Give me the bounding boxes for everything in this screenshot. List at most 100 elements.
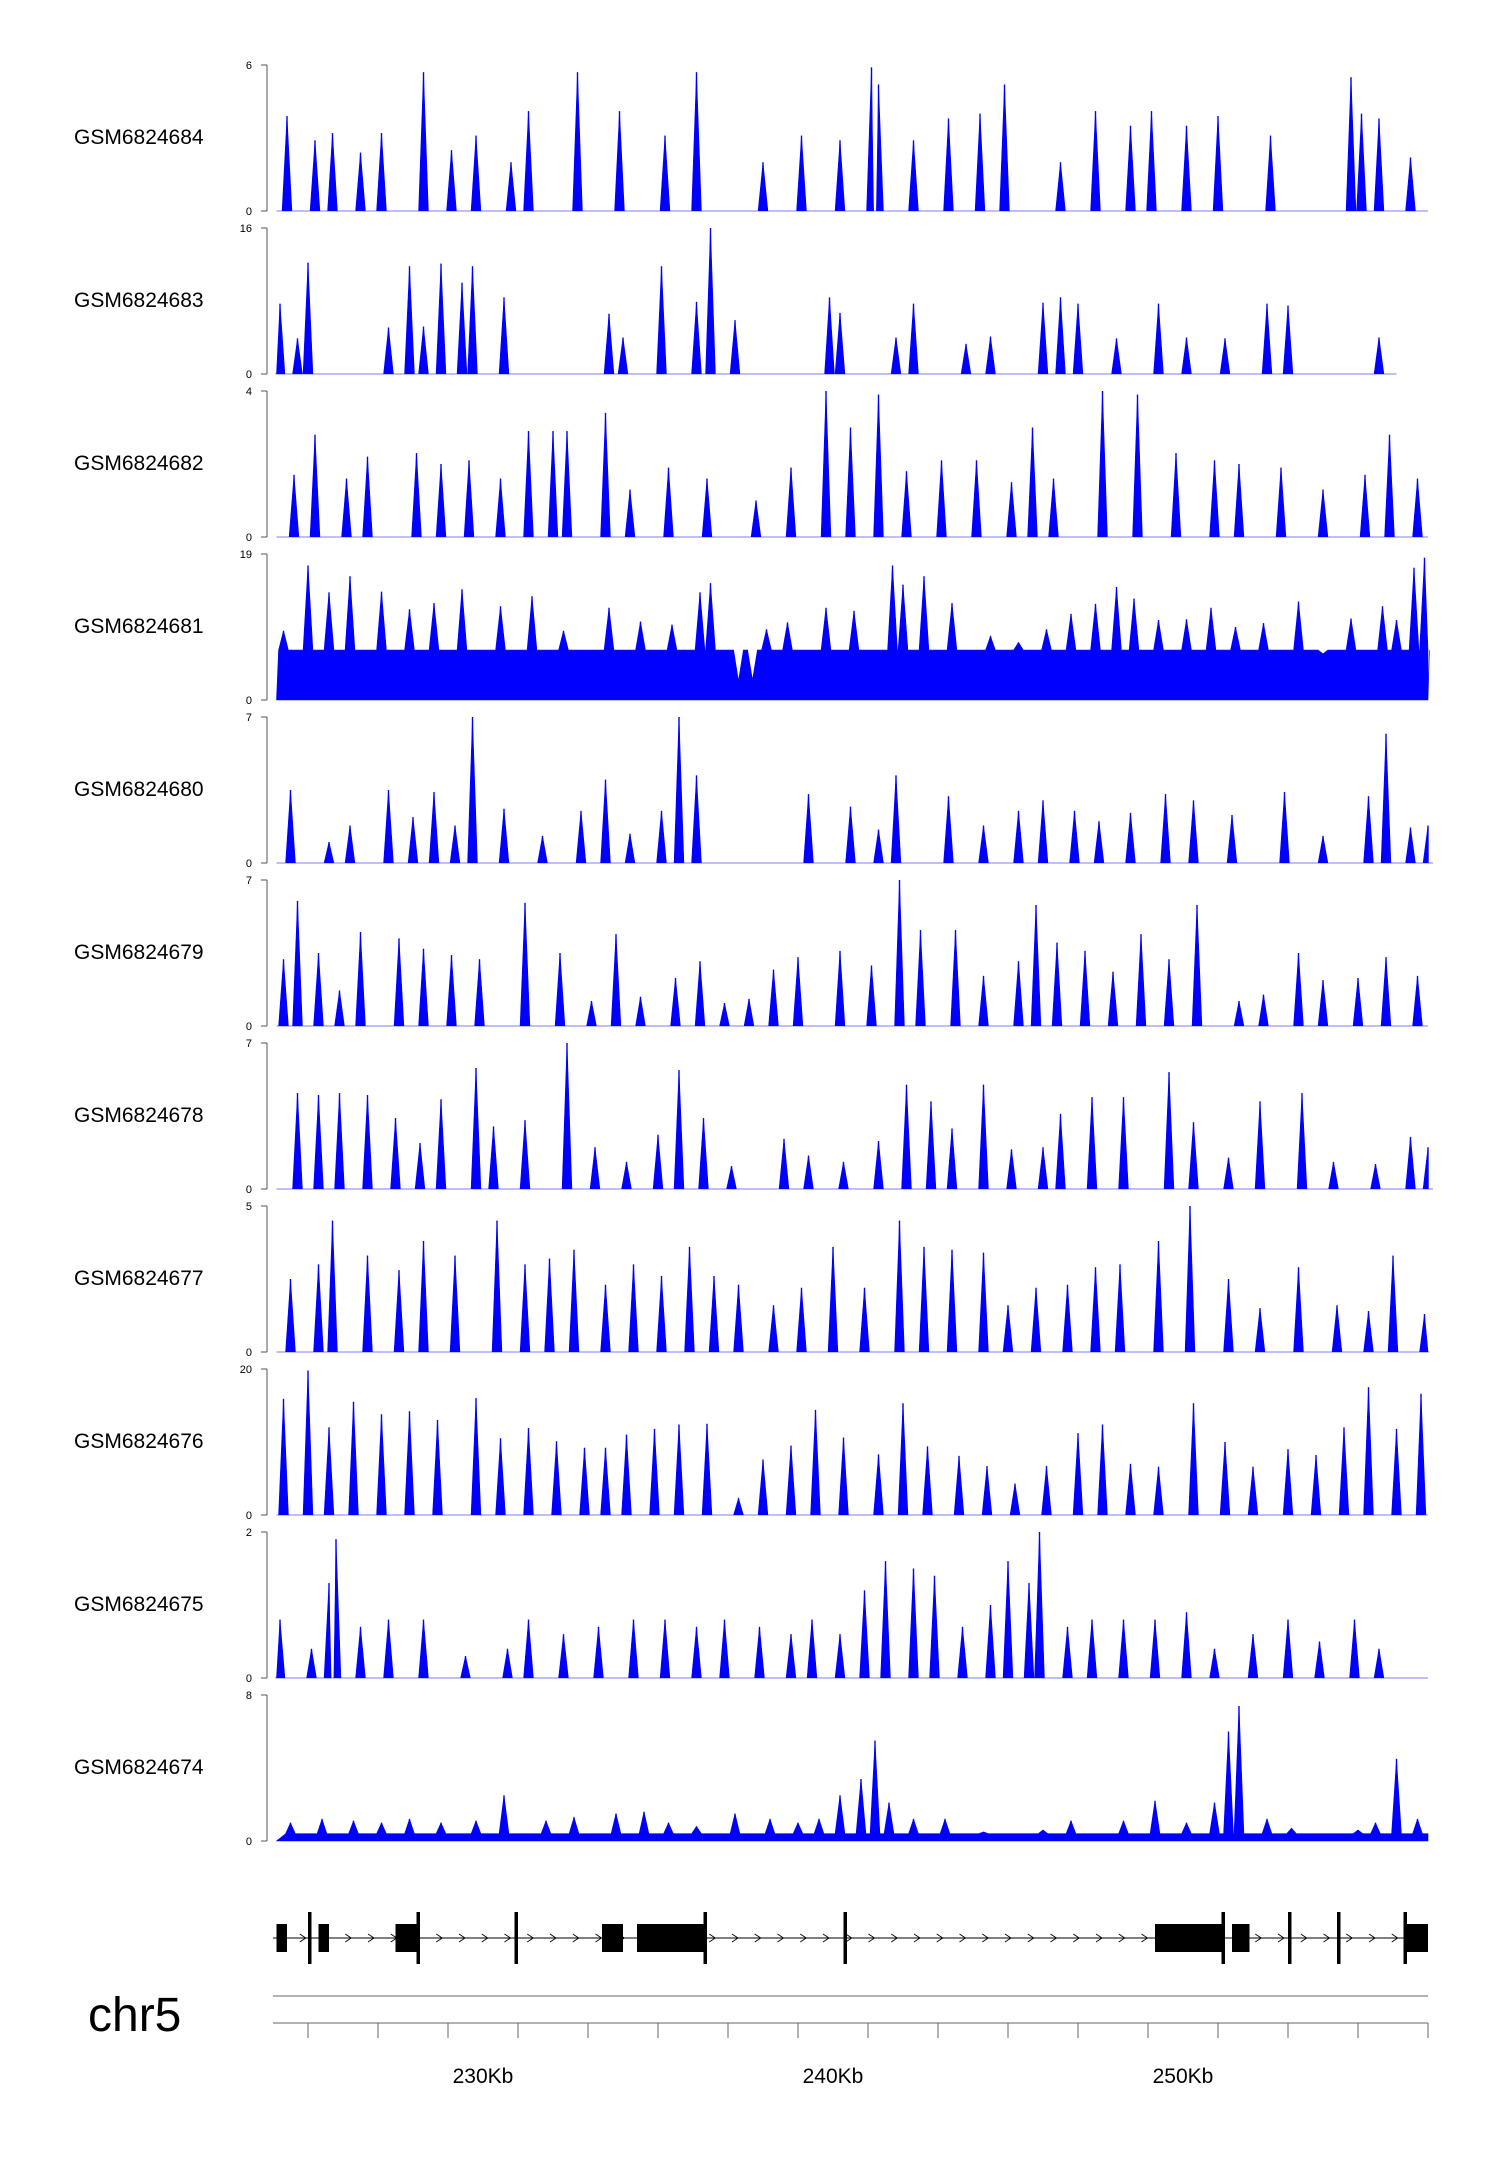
track-ymax-label: 7: [246, 712, 252, 724]
exon-block: [1337, 1912, 1341, 1964]
strand-arrow-icon: [913, 1933, 921, 1943]
track-GSM6824676: GSM6824676 20 0: [74, 1364, 1428, 1522]
track-ymin-label: 0: [246, 1021, 252, 1033]
track-area-series: [275, 227, 1397, 375]
strand-arrow-icon: [481, 1933, 489, 1943]
exon-block: [1288, 1912, 1292, 1964]
strand-arrow-icon: [572, 1933, 580, 1943]
strand-arrow-icon: [367, 1933, 375, 1943]
strand-arrow-icon: [1118, 1933, 1126, 1943]
strand-arrow-icon: [595, 1933, 603, 1943]
strand-arrow-icon: [527, 1933, 535, 1943]
track-area-series: [276, 1205, 1430, 1353]
exon-block: [602, 1924, 623, 1952]
exon-block: [1403, 1912, 1407, 1964]
strand-arrow-icon: [868, 1933, 876, 1943]
track-ymin-label: 0: [246, 1673, 252, 1685]
track-ymax-label: 7: [246, 875, 252, 887]
track-ymin-label: 0: [246, 695, 252, 707]
track-ymax-label: 6: [246, 60, 252, 72]
track-ymin-label: 0: [246, 1510, 252, 1522]
track-ymin-label: 0: [246, 532, 252, 544]
track-ymax-label: 8: [246, 1690, 252, 1702]
exon-block: [1232, 1924, 1250, 1952]
strand-arrow-icon: [549, 1933, 557, 1943]
strand-arrow-icon: [822, 1933, 830, 1943]
strand-arrow-icon: [1073, 1933, 1081, 1943]
strand-arrow-icon: [936, 1933, 944, 1943]
track-ymax-label: 19: [240, 549, 252, 561]
track-ymin-label: 0: [246, 1836, 252, 1848]
exon-block: [416, 1912, 420, 1964]
strand-arrow-icon: [959, 1933, 967, 1943]
exon-block: [1403, 1924, 1428, 1952]
track-label: GSM6824684: [74, 126, 204, 149]
track-label: GSM6824676: [74, 1430, 204, 1453]
track-label: GSM6824683: [74, 289, 204, 312]
track-GSM6824681: GSM6824681 19 0: [74, 549, 1430, 707]
track-GSM6824684: GSM6824684 6 0: [74, 60, 1428, 218]
strand-arrow-icon: [1050, 1933, 1058, 1943]
strand-arrow-icon: [1300, 1933, 1308, 1943]
track-ymin-label: 0: [246, 1184, 252, 1196]
track-GSM6824682: GSM6824682 4 0: [74, 386, 1428, 544]
strand-arrow-icon: [731, 1933, 739, 1943]
track-label: GSM6824679: [74, 941, 204, 964]
track-GSM6824678: GSM6824678 7 0: [74, 1038, 1433, 1196]
track-GSM6824674: GSM6824674 8 0: [74, 1690, 1429, 1848]
strand-arrow-icon: [1277, 1933, 1285, 1943]
exon-block: [703, 1912, 707, 1964]
gene-model-track: [273, 1912, 1428, 1964]
track-label: GSM6824682: [74, 452, 204, 475]
strand-arrow-icon: [1323, 1933, 1331, 1943]
track-GSM6824683: GSM6824683 16 0: [74, 223, 1397, 381]
strand-arrow-icon: [709, 1933, 717, 1943]
strand-arrow-icon: [982, 1933, 990, 1943]
track-GSM6824675: GSM6824675 2 0: [74, 1527, 1428, 1685]
strand-arrow-icon: [436, 1933, 444, 1943]
x-tick-label: 230Kb: [453, 2065, 514, 2088]
strand-arrow-icon: [1368, 1933, 1376, 1943]
exon-block: [276, 1924, 287, 1952]
track-area-series: [276, 557, 1430, 701]
track-ymax-label: 4: [246, 386, 252, 398]
track-label: GSM6824677: [74, 1267, 204, 1290]
exon-block: [1155, 1924, 1222, 1952]
track-ymax-label: 7: [246, 1038, 252, 1050]
strand-arrow-icon: [1004, 1933, 1012, 1943]
track-GSM6824677: GSM6824677 5 0: [74, 1201, 1430, 1359]
strand-arrow-icon: [891, 1933, 899, 1943]
strand-arrow-icon: [1255, 1933, 1263, 1943]
track-label: GSM6824675: [74, 1593, 204, 1616]
exon-block: [318, 1924, 329, 1952]
track-area-series: [275, 1705, 1429, 1842]
strand-arrow-icon: [1141, 1933, 1149, 1943]
chromosome-label: chr5: [88, 1989, 181, 2042]
track-ymin-label: 0: [246, 206, 252, 218]
strand-arrow-icon: [345, 1933, 353, 1943]
exon-block: [843, 1912, 847, 1964]
strand-arrow-icon: [777, 1933, 785, 1943]
track-GSM6824680: GSM6824680 7 0: [74, 712, 1433, 870]
track-area-series: [276, 879, 1428, 1027]
x-tick-label: 240Kb: [803, 2065, 864, 2088]
strand-arrow-icon: [754, 1933, 762, 1943]
track-ymax-label: 20: [240, 1364, 252, 1376]
track-ymax-label: 2: [246, 1527, 252, 1539]
signal-tracks: GSM682468460GSM6824683160GSM682468240GSM…: [74, 60, 1433, 1848]
x-tick-label: 250Kb: [1153, 2065, 1214, 2088]
strand-arrow-icon: [845, 1933, 853, 1943]
strand-arrow-icon: [800, 1933, 808, 1943]
track-label: GSM6824674: [74, 1756, 204, 1779]
strand-arrow-icon: [504, 1933, 512, 1943]
track-ymax-label: 5: [246, 1201, 252, 1213]
track-label: GSM6824680: [74, 778, 204, 801]
track-area-series: [276, 716, 1433, 864]
strand-arrow-icon: [1391, 1933, 1399, 1943]
track-ymax-label: 16: [240, 223, 252, 235]
exon-block: [395, 1924, 420, 1952]
track-area-series: [276, 67, 1428, 212]
track-GSM6824679: GSM6824679 7 0: [74, 875, 1428, 1033]
strand-arrow-icon: [1027, 1933, 1035, 1943]
